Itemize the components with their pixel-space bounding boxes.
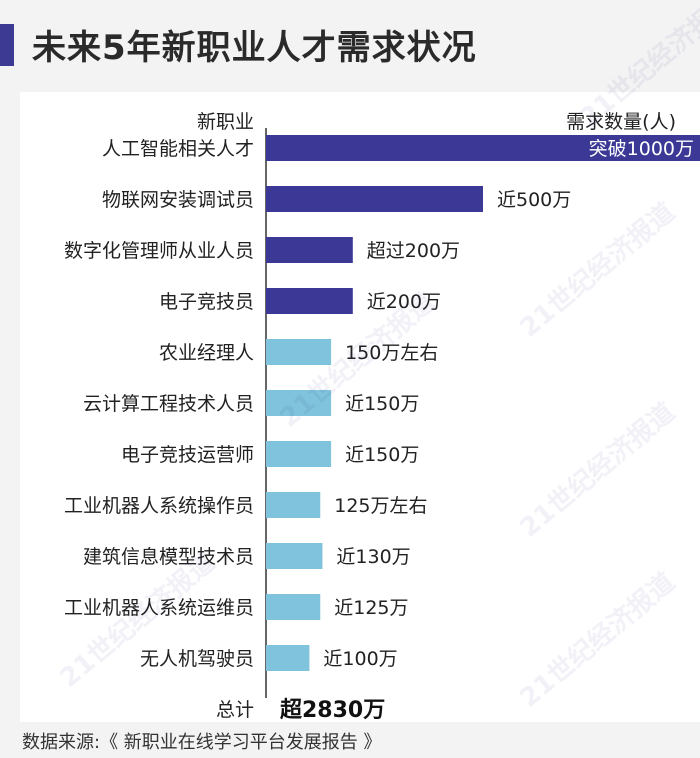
data-label: 150万左右 xyxy=(345,342,438,364)
data-label: 近125万 xyxy=(334,597,408,619)
total-value: 超2830万 xyxy=(280,698,385,722)
bar xyxy=(266,492,321,518)
category-label: 人工智能相关人才 xyxy=(102,138,254,160)
title-accent-bar xyxy=(0,24,14,66)
category-axis-header: 新职业 xyxy=(197,111,254,133)
bar xyxy=(266,594,321,620)
data-label: 近500万 xyxy=(497,189,571,211)
total-label: 总计 xyxy=(216,699,254,721)
bar xyxy=(266,645,310,671)
bar xyxy=(266,543,323,569)
category-label: 电子竞技运营师 xyxy=(121,444,254,466)
bar xyxy=(266,186,483,212)
category-label: 无人机驾驶员 xyxy=(140,648,254,670)
bar xyxy=(266,390,332,416)
category-label: 工业机器人系统操作员 xyxy=(64,495,254,517)
bar xyxy=(266,288,353,314)
chart-area: 新职业 需求数量(人) 人工智能相关人才 突破1000万物联网安装调试员 近500万数字… xyxy=(20,92,700,722)
data-label: 超过200万 xyxy=(367,240,460,262)
category-label: 电子竞技员 xyxy=(159,291,254,313)
data-label: 突破1000万 xyxy=(589,138,694,160)
data-label: 近100万 xyxy=(323,648,397,670)
bar xyxy=(266,237,353,263)
category-label: 农业经理人 xyxy=(159,342,254,364)
page-title: 未来5年新职业人才需求状况 xyxy=(32,28,477,68)
data-label: 近130万 xyxy=(336,546,410,568)
bar xyxy=(266,135,700,161)
bar xyxy=(266,441,332,467)
data-label: 近200万 xyxy=(367,291,441,313)
data-label: 125万左右 xyxy=(334,495,427,517)
data-label: 近150万 xyxy=(345,444,419,466)
bar xyxy=(266,339,332,365)
category-label: 工业机器人系统运维员 xyxy=(64,597,254,619)
category-label: 数字化管理师从业人员 xyxy=(64,240,254,262)
category-label: 物联网安装调试员 xyxy=(102,189,254,211)
category-label: 云计算工程技术人员 xyxy=(83,393,254,415)
data-source-note: 数据来源:《 新职业在线学习平台发展报告 》 xyxy=(22,732,382,753)
category-label: 建筑信息模型技术员 xyxy=(83,546,254,568)
value-axis-header: 需求数量(人) xyxy=(566,111,676,133)
data-label: 近150万 xyxy=(345,393,419,415)
